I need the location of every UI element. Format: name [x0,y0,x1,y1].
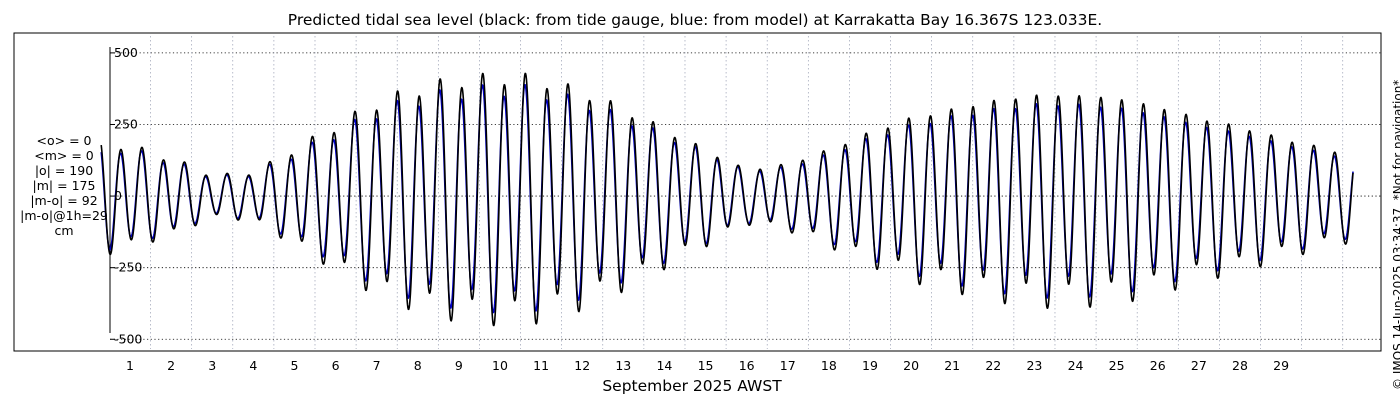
x-tick-label: 7 [373,358,381,373]
x-tick-label: 2 [167,358,175,373]
x-tick-label: 24 [1068,358,1084,373]
plot-frame [13,32,1382,352]
series-group [100,72,1354,327]
x-tick-label: 22 [985,358,1001,373]
stat-abs-diff: |m-o| = 92 [30,193,98,208]
x-axis-label: September 2025 AWST [602,377,782,395]
copyright-text: © IMOS 14-Jun-2025 03:34:37. *Not for na… [1391,80,1400,390]
x-tick-label: 16 [739,358,755,373]
x-tick-label: 14 [656,358,672,373]
x-tick-label: 29 [1273,358,1289,373]
copyright-note: © IMOS 14-Jun-2025 03:34:37. *Not for na… [1391,80,1400,390]
y-axis-ticks: 500 250 0 -250 -500 [110,45,142,346]
x-tick-label: 10 [492,358,508,373]
x-tick-label: 3 [208,358,216,373]
x-tick-label: 6 [332,358,340,373]
stat-mean-model: <m> = 0 [34,148,94,163]
x-tick-label: 4 [249,358,257,373]
x-axis-ticks: 1 2 3 4 5 6 7 8 9 10 11 12 13 14 15 16 17 18 19 20 21 22 23 24 2… [126,358,1289,373]
x-tick-label: 12 [574,358,590,373]
x-tick-label: 9 [455,358,463,373]
chart-title: Predicted tidal sea level (black: from t… [288,11,1102,29]
y-tick-label: 250 [114,116,138,131]
stat-units: cm [54,223,74,238]
x-tick-label: 11 [533,358,549,373]
x-tick-label: 21 [944,358,960,373]
y-tick-label: -500 [114,331,142,346]
statistics-panel: <o> = 0 <m> = 0 |o| = 190 |m| = 175 |m-o… [14,133,114,238]
y-tick-label: -250 [114,260,142,275]
x-tick-label: 19 [862,358,878,373]
stat-abs-diff-1h: |m-o|@1h=29 [20,208,108,223]
x-tick-label: 23 [1026,358,1042,373]
stat-mean-observed: <o> = 0 [36,133,92,148]
x-tick-label: 28 [1232,358,1248,373]
series-line-tide-gauge [100,72,1354,327]
x-tick-label: 26 [1150,358,1166,373]
x-tick-label: 1 [126,358,134,373]
x-tick-label: 27 [1191,358,1207,373]
y-tick-label: 500 [114,45,138,60]
x-tick-label: 8 [414,358,422,373]
stat-abs-observed: |o| = 190 [34,163,94,178]
x-tick-label: 5 [290,358,298,373]
x-tick-label: 15 [698,358,714,373]
stat-abs-model: |m| = 175 [32,178,96,193]
x-tick-label: 18 [821,358,837,373]
x-tick-label: 13 [615,358,631,373]
x-tick-label: 25 [1109,358,1125,373]
y-tick-label: 0 [114,188,122,203]
x-tick-label: 17 [780,358,796,373]
x-tick-label: 20 [903,358,919,373]
